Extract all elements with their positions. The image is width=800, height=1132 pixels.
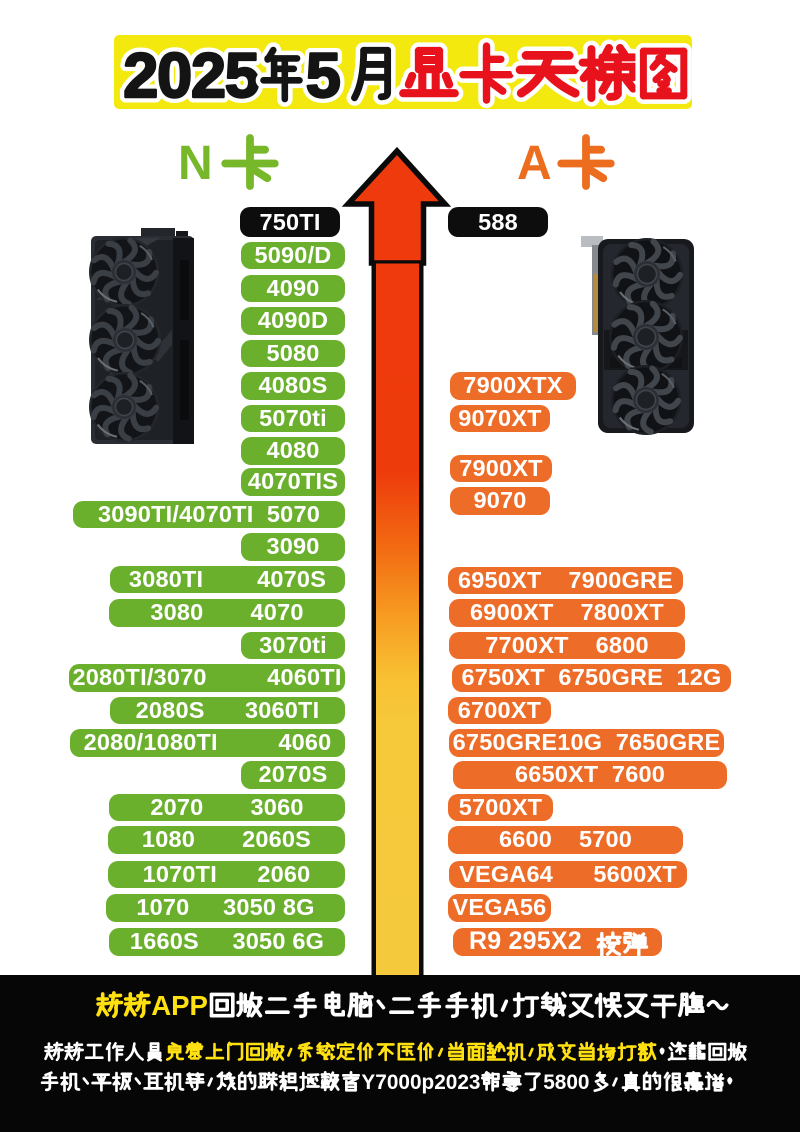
- svg-text:5: 5: [306, 41, 340, 111]
- svg-text:Y7000p2023: Y7000p2023: [361, 1071, 480, 1094]
- svg-text:5: 5: [306, 41, 340, 111]
- svg-text:2025: 2025: [123, 41, 259, 111]
- svg-text:2025: 2025: [123, 41, 259, 111]
- svg-text:APP: APP: [151, 990, 208, 1021]
- svg-text:A: A: [517, 137, 552, 190]
- svg-text:5800: 5800: [543, 1071, 589, 1094]
- svg-text:N: N: [178, 137, 213, 190]
